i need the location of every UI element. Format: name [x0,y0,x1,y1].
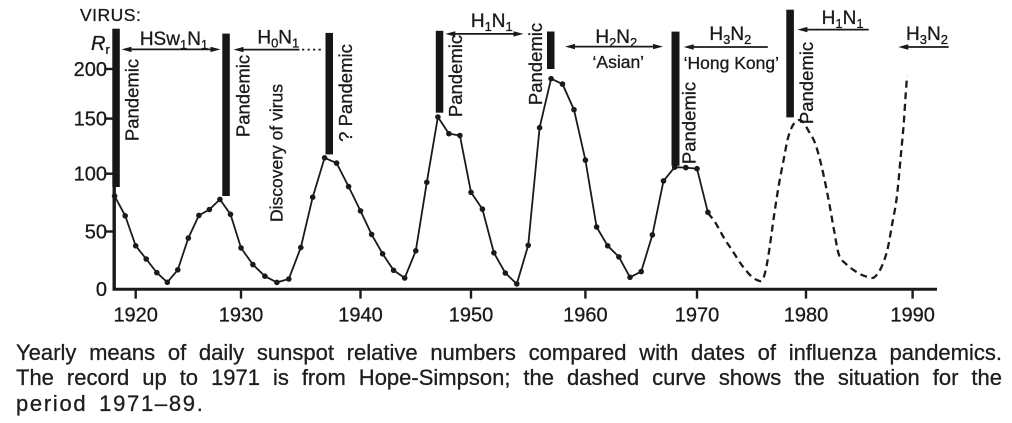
svg-text:H1N1: H1N1 [822,8,864,31]
svg-text:HSw1N1: HSw1N1 [140,29,208,52]
svg-text:1940: 1940 [338,305,383,327]
svg-text:150: 150 [74,109,107,131]
svg-text:Pandemic: Pandemic [679,82,700,164]
svg-text:1990: 1990 [890,305,935,327]
svg-text:1930: 1930 [219,305,264,327]
svg-text:1950: 1950 [449,305,494,327]
svg-text:1920: 1920 [113,305,158,327]
svg-text:Pandemic: Pandemic [525,23,546,105]
svg-text:H3N2: H3N2 [709,24,751,47]
svg-text:Discovery of virus: Discovery of virus [267,84,287,222]
svg-text:Pandemic: Pandemic [122,59,143,141]
svg-text:200: 200 [74,59,107,81]
svg-text:1980: 1980 [784,305,829,327]
svg-text:Pandemic: Pandemic [796,42,817,124]
svg-text:‘Asian’: ‘Asian’ [593,52,645,72]
svg-text:Pandemic: Pandemic [233,55,254,137]
svg-text:? Pandemic: ? Pandemic [335,44,356,142]
svg-text:100: 100 [74,164,107,186]
svg-text:Pandemic: Pandemic [445,35,466,117]
svg-text:H1N1: H1N1 [471,11,513,34]
svg-text:‘Hong Kong’: ‘Hong Kong’ [684,53,779,73]
svg-text:0: 0 [96,279,107,301]
svg-text:H3N2: H3N2 [906,24,948,47]
svg-text:VIRUS:: VIRUS: [80,5,141,25]
svg-text:H2N2: H2N2 [595,27,637,50]
svg-text:H0N1: H0N1 [257,28,299,51]
svg-text:50: 50 [85,222,107,244]
svg-text:1960: 1960 [563,305,608,327]
svg-text:1970: 1970 [675,305,720,327]
